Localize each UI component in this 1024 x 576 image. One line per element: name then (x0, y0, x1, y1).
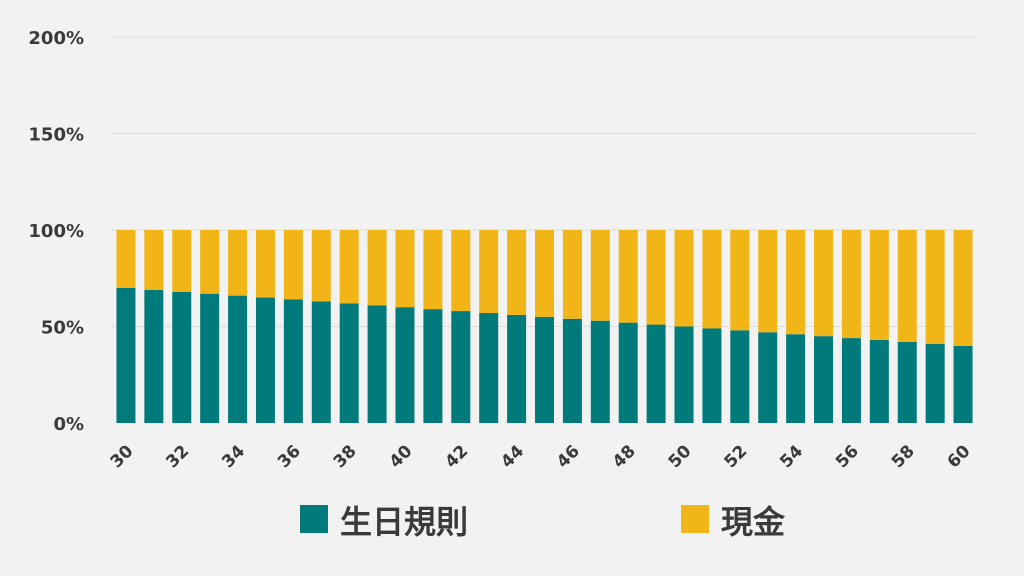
bar-segment-series-2 (451, 230, 471, 312)
bar-segment-series-2 (590, 230, 610, 321)
bars (116, 230, 973, 423)
y-axis-tick-labels: 0% 50% 100% 150% 200% (28, 28, 84, 435)
x-tick-label: 30 (107, 441, 138, 472)
bar-segment-series-2 (702, 230, 722, 329)
bar-segment-series-1 (897, 341, 917, 423)
y-tick-label: 0% (53, 414, 84, 435)
bar-segment-series-1 (618, 322, 638, 423)
bar-segment-series-2 (953, 230, 973, 346)
x-tick-label: 44 (497, 441, 528, 472)
bar-segment-series-2 (758, 230, 778, 333)
x-tick-label: 36 (274, 441, 305, 472)
legend-swatch-series-2 (681, 505, 709, 533)
bar-segment-series-2 (674, 230, 694, 327)
bar-segment-series-1 (590, 320, 610, 423)
bar-segment-series-1 (674, 326, 694, 423)
bar-segment-series-1 (814, 336, 834, 423)
bar-segment-series-1 (451, 311, 471, 423)
legend-swatch-series-1 (300, 505, 328, 533)
bar-segment-series-2 (479, 230, 499, 313)
bar-segment-series-2 (200, 230, 220, 294)
bar-segment-series-1 (172, 291, 192, 423)
bar-segment-series-2 (730, 230, 750, 331)
x-tick-label: 38 (330, 441, 361, 472)
bar-segment-series-1 (339, 303, 359, 423)
bar-segment-series-1 (200, 293, 220, 423)
x-tick-label: 32 (162, 441, 193, 472)
bar-segment-series-2 (646, 230, 666, 325)
x-tick-label: 60 (944, 441, 975, 472)
bar-segment-series-1 (228, 295, 248, 423)
x-tick-label: 50 (665, 441, 696, 472)
bar-segment-series-1 (479, 312, 499, 423)
x-tick-label: 46 (553, 441, 584, 472)
x-tick-label: 56 (832, 441, 863, 472)
bar-segment-series-2 (618, 230, 638, 323)
bar-segment-series-1 (646, 324, 666, 423)
bar-segment-series-2 (172, 230, 192, 292)
bar-segment-series-2 (395, 230, 415, 308)
bar-segment-series-1 (311, 301, 331, 423)
bar-segment-series-2 (116, 230, 136, 288)
y-tick-label: 150% (28, 125, 84, 146)
bar-segment-series-1 (869, 340, 889, 423)
x-axis-tick-labels: 30 32 34 36 38 40 42 44 46 48 50 52 54 56 58 60 (107, 441, 975, 472)
bar-segment-series-1 (730, 330, 750, 423)
legend-label-series-1: 生日規則 (340, 503, 468, 541)
bar-segment-series-2 (786, 230, 806, 335)
bar-segment-series-2 (841, 230, 861, 339)
bar-segment-series-2 (311, 230, 331, 302)
bar-segment-series-1 (702, 328, 722, 423)
y-tick-label: 200% (28, 28, 84, 49)
bar-segment-series-1 (255, 297, 275, 423)
bar-segment-series-2 (423, 230, 443, 310)
bar-segment-series-2 (255, 230, 275, 298)
bar-segment-series-1 (925, 343, 945, 423)
bar-segment-series-1 (367, 305, 387, 423)
bar-segment-series-2 (228, 230, 248, 296)
y-tick-label: 100% (28, 221, 84, 242)
bar-segment-series-2 (283, 230, 303, 300)
bar-segment-series-2 (339, 230, 359, 304)
bar-segment-series-2 (814, 230, 834, 337)
bar-segment-series-1 (841, 338, 861, 423)
x-tick-label: 58 (888, 441, 919, 472)
bar-segment-series-1 (395, 307, 415, 423)
x-tick-label: 48 (609, 441, 640, 472)
legend: 生日規則 現金 (300, 503, 786, 541)
bar-segment-series-1 (423, 309, 443, 423)
x-tick-label: 40 (386, 441, 417, 472)
bar-segment-series-1 (144, 289, 164, 423)
legend-label-series-2: 現金 (721, 503, 786, 541)
bar-segment-series-2 (869, 230, 889, 341)
x-tick-label: 42 (441, 441, 472, 472)
bar-segment-series-1 (283, 299, 303, 423)
y-tick-label: 50% (41, 318, 84, 339)
bar-segment-series-2 (925, 230, 945, 344)
bar-segment-series-2 (535, 230, 554, 317)
bar-segment-series-1 (758, 332, 778, 423)
x-tick-label: 34 (218, 441, 249, 472)
bar-segment-series-2 (562, 230, 582, 319)
bar-segment-series-1 (786, 334, 806, 423)
bar-segment-series-2 (507, 230, 527, 315)
x-tick-label: 54 (776, 441, 807, 472)
x-tick-label: 52 (720, 441, 751, 472)
bar-segment-series-1 (116, 287, 136, 423)
bar-segment-series-2 (144, 230, 164, 290)
bar-segment-series-2 (367, 230, 387, 306)
bar-segment-series-1 (953, 345, 973, 423)
bar-segment-series-1 (562, 318, 582, 423)
bar-segment-series-1 (507, 314, 527, 423)
bar-segment-series-2 (897, 230, 917, 342)
bar-segment-series-1 (535, 316, 554, 423)
